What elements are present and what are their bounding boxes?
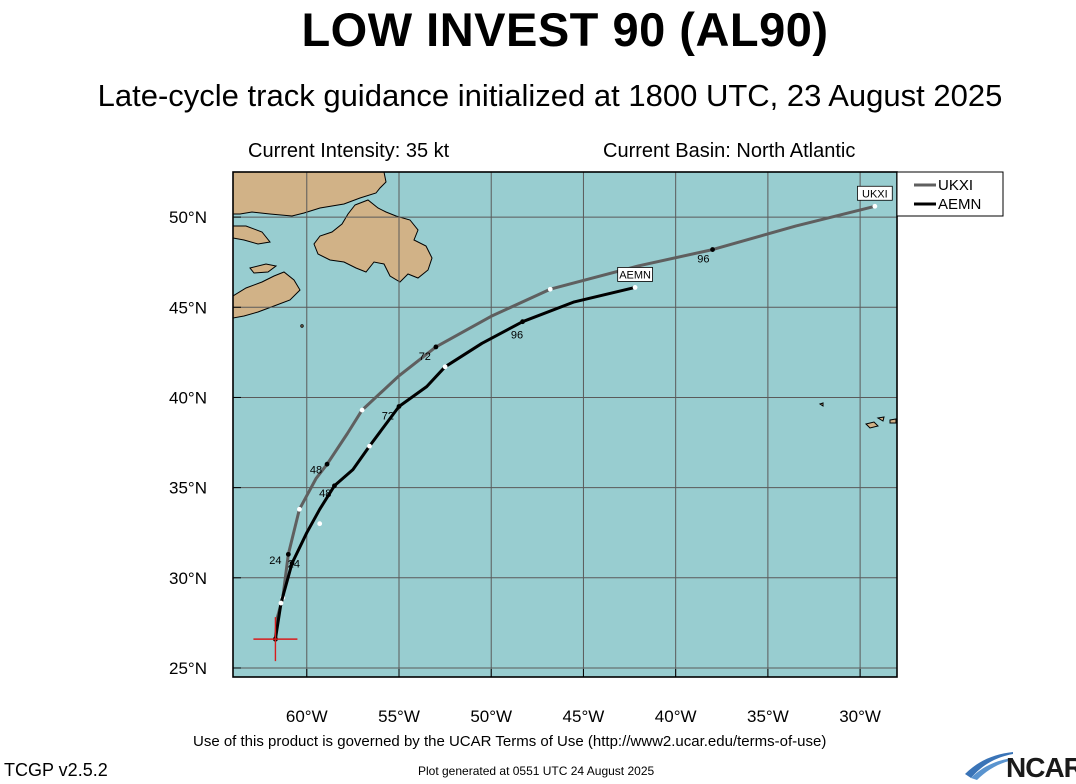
track-point — [324, 461, 330, 467]
map-legend: UKXI AEMN — [896, 171, 1004, 217]
x-tick-label: 35°W — [747, 707, 789, 726]
land-masses — [233, 172, 897, 429]
track-point — [547, 286, 553, 292]
track-point — [297, 506, 302, 512]
track-point — [433, 344, 439, 350]
cape-breton-nova-scotia — [233, 271, 301, 319]
x-tick-label: 30°W — [839, 707, 881, 726]
track-end-label: AEMN — [619, 269, 651, 281]
newfoundland-island — [313, 199, 433, 283]
y-tick-label: 35°N — [169, 479, 207, 498]
map-gridlines — [233, 172, 897, 677]
forecast-hour-label: 96 — [511, 329, 523, 341]
version-label: TCGP v2.5.2 — [4, 760, 108, 780]
forecast-hour-label: 48 — [319, 488, 331, 500]
current-position-marker — [253, 617, 298, 662]
track-point — [285, 551, 291, 557]
track-end-label-box — [617, 267, 653, 282]
map-axis-labels: 60°W 55°W 50°W 45°W 40°W 35°W 30°W 25°N 30°N 35°N… — [169, 208, 881, 726]
track-point — [872, 203, 878, 209]
azores-island-2 — [865, 421, 879, 429]
gulf-coast-mainland — [233, 225, 271, 245]
y-tick-label: 45°N — [169, 298, 207, 317]
x-tick-label: 60°W — [286, 707, 328, 726]
y-tick-label: 40°N — [169, 388, 207, 407]
track-point — [367, 443, 372, 449]
legend-box — [896, 171, 1004, 217]
legend-entry: UKXI — [938, 177, 973, 194]
forecast-tracks: 24 48 72 96 UKXI 24 48 72 96 AEMN — [269, 185, 893, 642]
y-tick-label: 30°N — [169, 569, 207, 588]
y-tick-label: 50°N — [169, 208, 207, 227]
forecast-hour-label: 24 — [269, 555, 281, 567]
ncar-logo-mark — [965, 752, 1013, 780]
current-basin-label: Current Basin: North Atlantic — [603, 140, 856, 162]
track-point — [442, 364, 448, 370]
forecast-hour-label: 24 — [288, 558, 300, 570]
forecast-hour-label: 48 — [310, 465, 322, 477]
terms-of-use-notice: Use of this product is governed by the U… — [193, 733, 827, 750]
chart-title: LOW INVEST 90 (AL90) — [301, 3, 829, 56]
forecast-hour-label: 72 — [419, 351, 431, 363]
track-point — [710, 247, 715, 252]
chart-subtitle: Late-cycle track guidance initialized at… — [97, 78, 1003, 113]
track-point — [317, 521, 323, 527]
azores-island-3 — [876, 416, 885, 422]
y-tick-label: 25°N — [169, 659, 207, 678]
legend-entry: AEMN — [938, 196, 981, 213]
plot-frame — [232, 171, 898, 678]
labrador-coast — [233, 172, 387, 217]
forecast-hour-label: 72 — [382, 410, 394, 422]
x-tick-label: 55°W — [378, 707, 420, 726]
track-point — [396, 404, 402, 409]
track-end-label-box — [857, 185, 893, 201]
azores-island-1 — [818, 402, 824, 407]
ncar-logo-text: NCAR — [1006, 752, 1076, 783]
x-tick-label: 50°W — [470, 707, 512, 726]
track-point — [359, 407, 365, 413]
track-point — [332, 483, 337, 489]
current-intensity-label: Current Intensity: 35 kt — [248, 140, 450, 162]
track-point — [278, 600, 284, 606]
track-map: 60°W 55°W 50°W 45°W 40°W 35°W 30°W 25°N 30°N 35°N… — [169, 171, 1004, 726]
pei-island — [249, 263, 278, 274]
track-point — [632, 285, 638, 290]
x-tick-label: 45°W — [563, 707, 605, 726]
track-point — [289, 560, 295, 566]
azores-island-4 — [889, 418, 897, 424]
track-end-label: UKXI — [862, 188, 888, 200]
x-tick-label: 40°W — [655, 707, 697, 726]
track-point — [520, 319, 525, 325]
plot-generated-label: Plot generated at 0551 UTC 24 August 202… — [418, 764, 655, 778]
track-aemn: 24 48 72 96 AEMN — [273, 267, 653, 642]
sable-island — [300, 324, 304, 328]
track-ukxi: 24 48 72 96 UKXI — [269, 185, 893, 642]
forecast-hour-label: 96 — [697, 254, 709, 266]
